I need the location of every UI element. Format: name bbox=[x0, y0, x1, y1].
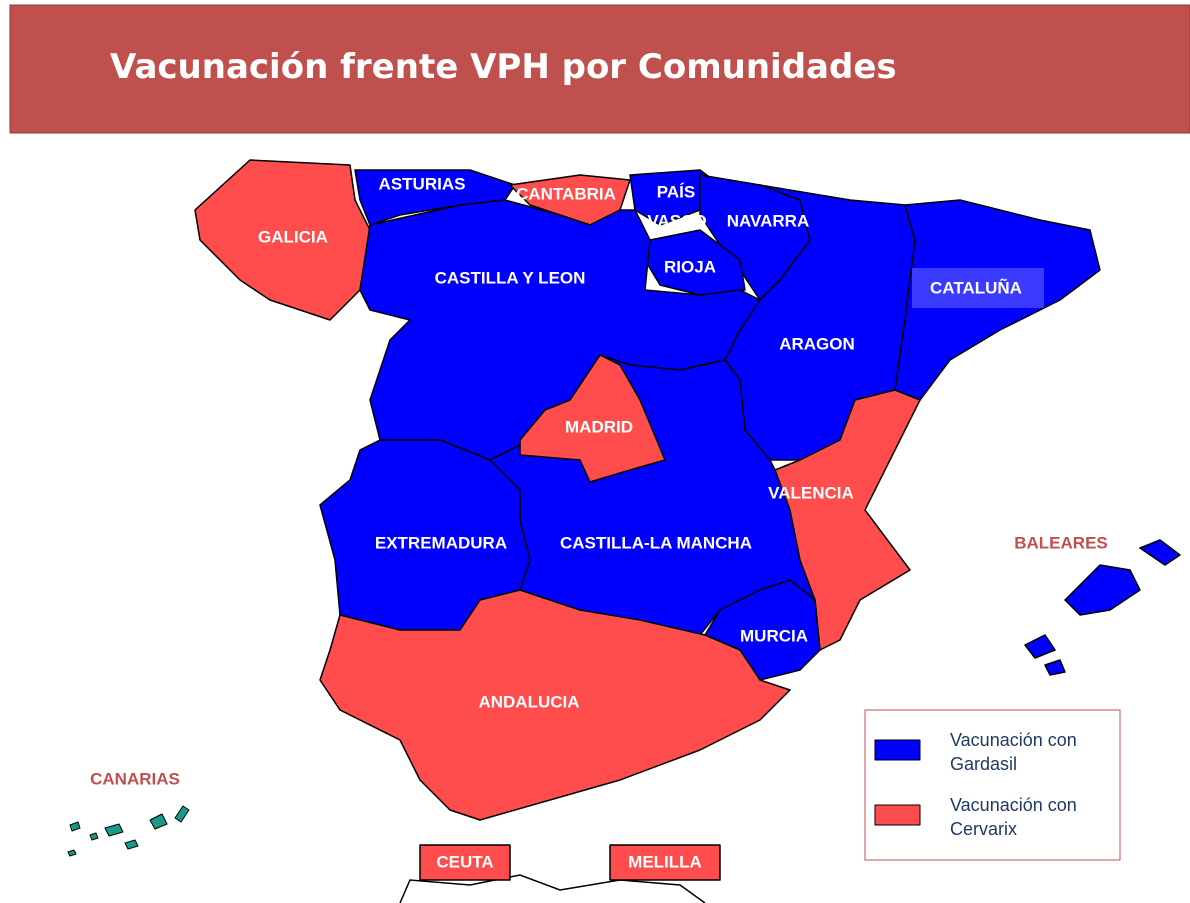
region-label: ASTURIAS bbox=[379, 174, 466, 193]
region-label: EXTREMADURA bbox=[375, 533, 507, 552]
cataluna-label-bg bbox=[912, 268, 1044, 308]
labels: GALICIA ASTURIAS CANTABRIA PAÍS VASCO NA… bbox=[90, 174, 1108, 871]
africa-coast bbox=[399, 874, 706, 903]
region-madrid bbox=[519, 354, 666, 483]
region-label: VALENCIA bbox=[768, 483, 854, 502]
melilla-box bbox=[609, 844, 721, 881]
region-label: NAVARRA bbox=[727, 211, 809, 230]
region-baleares bbox=[1024, 539, 1181, 676]
region-label: CASTILLA Y LEON bbox=[435, 268, 586, 287]
region-label: CANTABRIA bbox=[516, 184, 616, 203]
region-label: RIOJA bbox=[664, 257, 716, 276]
legend-entry: Vacunación con Cervarix bbox=[950, 795, 1077, 839]
region-label: PAÍS bbox=[657, 182, 695, 201]
region-label: ARAGON bbox=[779, 334, 855, 353]
title-bar bbox=[9, 4, 1190, 134]
legend-label: Vacunación con Cervarix bbox=[950, 795, 1077, 839]
legend-entry: Vacunación con Gardasil bbox=[950, 730, 1077, 774]
region-label: BALEARES bbox=[1014, 533, 1108, 552]
region-label: CANARIAS bbox=[90, 769, 180, 788]
region-label: CEUTA bbox=[436, 852, 493, 871]
region-label: MELILLA bbox=[628, 852, 702, 871]
region-label: MADRID bbox=[565, 417, 633, 436]
legend-swatch bbox=[874, 739, 921, 761]
region-canarias bbox=[67, 805, 190, 857]
region-label: VASCO bbox=[647, 211, 706, 230]
map bbox=[67, 159, 1181, 903]
region-label: CATALUÑA bbox=[930, 277, 1022, 297]
legend-swatch bbox=[874, 804, 921, 826]
region-galicia bbox=[194, 159, 371, 321]
region-label: MURCIA bbox=[740, 626, 808, 645]
region-label: ANDALUCIA bbox=[478, 692, 579, 711]
region-valencia bbox=[774, 389, 921, 651]
region-label: CASTILLA-LA MANCHA bbox=[560, 533, 752, 552]
legend-box bbox=[864, 709, 1121, 861]
title: Vacunación frente VPH por Comunidades bbox=[110, 47, 897, 87]
legend: Vacunación con Gardasil Vacunación con C… bbox=[864, 709, 1121, 861]
region-label: GALICIA bbox=[258, 227, 328, 246]
legend-label: Vacunación con Gardasil bbox=[950, 730, 1077, 774]
ceuta-box bbox=[419, 844, 511, 881]
region-andalucia bbox=[319, 589, 791, 821]
